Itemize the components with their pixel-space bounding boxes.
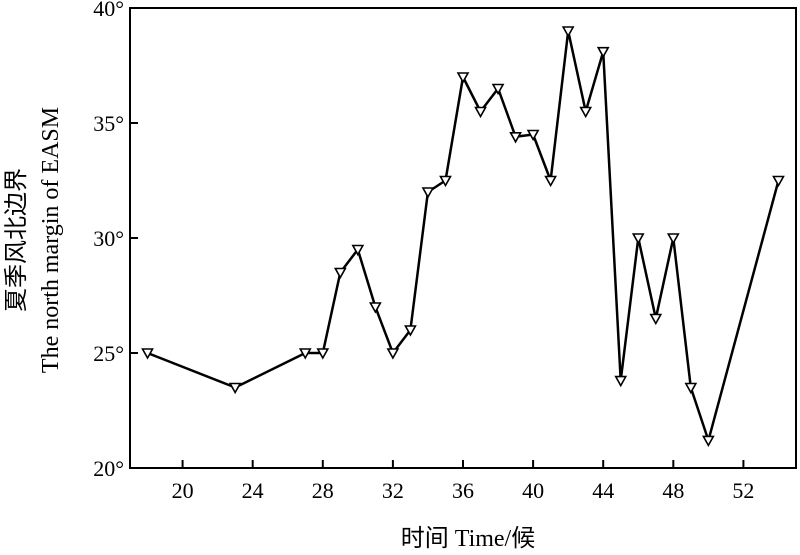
y-tick-label: 40° bbox=[93, 0, 124, 21]
data-point bbox=[561, 26, 575, 38]
data-point bbox=[666, 233, 680, 245]
series-line bbox=[147, 29, 780, 442]
x-tick-label: 20 bbox=[172, 478, 194, 503]
data-point bbox=[351, 244, 365, 257]
y-axis-title-line1: 夏季风北边界 bbox=[3, 168, 30, 312]
y-tick-label: 25° bbox=[93, 341, 124, 366]
y-tick-label: 35° bbox=[93, 111, 124, 136]
data-point bbox=[404, 325, 417, 337]
data-point bbox=[474, 106, 487, 119]
data-point bbox=[526, 129, 540, 142]
x-tick-label: 52 bbox=[732, 478, 754, 503]
data-point bbox=[421, 187, 435, 199]
x-tick-label: 40 bbox=[522, 478, 544, 503]
data-point bbox=[649, 313, 663, 326]
data-point bbox=[228, 382, 242, 395]
data-point bbox=[386, 348, 400, 360]
data-point bbox=[369, 302, 382, 314]
x-axis-title: 时间 Time/候 bbox=[401, 525, 535, 552]
data-point bbox=[333, 267, 347, 280]
y-axis: 20° 25° 30° 35° 40° bbox=[93, 0, 138, 481]
x-tick-label: 48 bbox=[662, 478, 684, 503]
data-point bbox=[439, 175, 452, 188]
x-tick-label: 36 bbox=[452, 478, 474, 503]
data-point bbox=[509, 132, 522, 144]
data-point bbox=[456, 72, 470, 84]
y-tick-label: 30° bbox=[93, 226, 124, 251]
series-group bbox=[141, 26, 785, 448]
x-tick-label: 32 bbox=[382, 478, 404, 503]
data-point bbox=[596, 46, 610, 59]
data-point bbox=[579, 106, 593, 119]
data-point bbox=[631, 233, 645, 245]
y-axis-title-line2: The north margin of EASM bbox=[38, 107, 64, 373]
x-tick-label: 28 bbox=[312, 478, 334, 503]
data-point bbox=[544, 175, 557, 188]
data-point bbox=[702, 435, 715, 448]
data-point bbox=[141, 348, 154, 360]
data-point bbox=[772, 175, 785, 188]
x-tick-label: 44 bbox=[592, 478, 614, 503]
x-tick-label: 24 bbox=[242, 478, 264, 503]
data-point bbox=[316, 348, 330, 360]
y-tick-label: 20° bbox=[93, 456, 124, 481]
data-point bbox=[614, 375, 628, 388]
data-point bbox=[491, 83, 505, 96]
x-axis: 20 24 28 32 36 40 44 48 52 bbox=[172, 460, 754, 503]
data-point bbox=[684, 382, 698, 395]
data-point bbox=[298, 348, 312, 360]
